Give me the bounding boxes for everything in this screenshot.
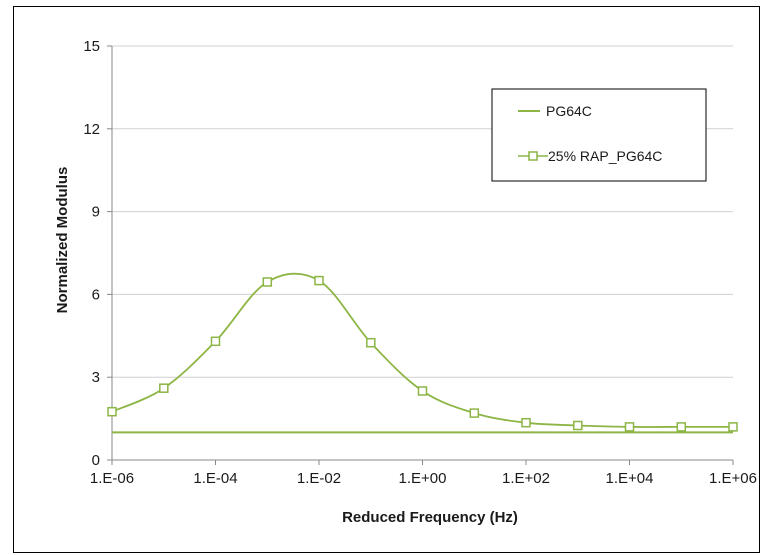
data-point-rap-pg64c — [314, 275, 324, 286]
axes — [107, 45, 734, 465]
legend: PG64C 25% RAP_PG64C — [491, 88, 707, 182]
y-tick-label: 3 — [92, 369, 100, 386]
data-point-rap-pg64c — [366, 337, 376, 348]
x-tick-label: 1.E-06 — [90, 470, 134, 487]
y-tick-labels: 0 3 6 9 12 15 — [83, 38, 100, 469]
x-tick-label: 1.E-02 — [297, 470, 341, 487]
data-point-rap-pg64c — [417, 386, 428, 396]
legend-box — [491, 88, 707, 182]
x-tick-label: 1.E-04 — [193, 470, 237, 487]
y-tick-label: 0 — [92, 452, 100, 469]
x-tick-label: 1.E+00 — [399, 470, 447, 487]
y-tick-label: 6 — [92, 286, 100, 303]
x-tick-label: 1.E+06 — [709, 470, 757, 487]
data-point-rap-pg64c — [728, 422, 738, 432]
data-point-rap-pg64c — [676, 422, 687, 432]
gridlines — [112, 45, 733, 378]
data-point-rap-pg64c — [624, 422, 635, 432]
y-tick-label: 12 — [83, 121, 100, 138]
plot-area — [107, 272, 738, 434]
legend-marker-rap — [528, 151, 538, 161]
data-point-rap-pg64c — [573, 420, 583, 431]
data-point-rap-pg64c — [262, 277, 273, 287]
legend-label-rap: 25% RAP_PG64C — [548, 148, 662, 164]
data-point-rap-pg64c — [107, 406, 117, 417]
data-point-rap-pg64c — [469, 408, 480, 418]
legend-label-pg64c: PG64C — [546, 103, 592, 119]
data-point-rap-pg64c — [159, 383, 169, 393]
y-axis-title: Normalized Modulus — [54, 167, 71, 314]
x-tick-label: 1.E+04 — [606, 470, 654, 487]
x-tick-label: 1.E+02 — [502, 470, 550, 487]
series-line-rap-pg64c — [111, 272, 733, 428]
y-tick-label: 9 — [92, 204, 100, 221]
x-tick-labels: 1.E-06 1.E-04 1.E-02 1.E+00 1.E+02 1.E+04 1.E+… — [90, 470, 757, 487]
y-tick-label: 15 — [83, 38, 100, 55]
x-axis-title: Reduced Frequency (Hz) — [342, 509, 518, 526]
data-point-rap-pg64c — [521, 417, 531, 428]
data-point-rap-pg64c — [210, 336, 221, 347]
